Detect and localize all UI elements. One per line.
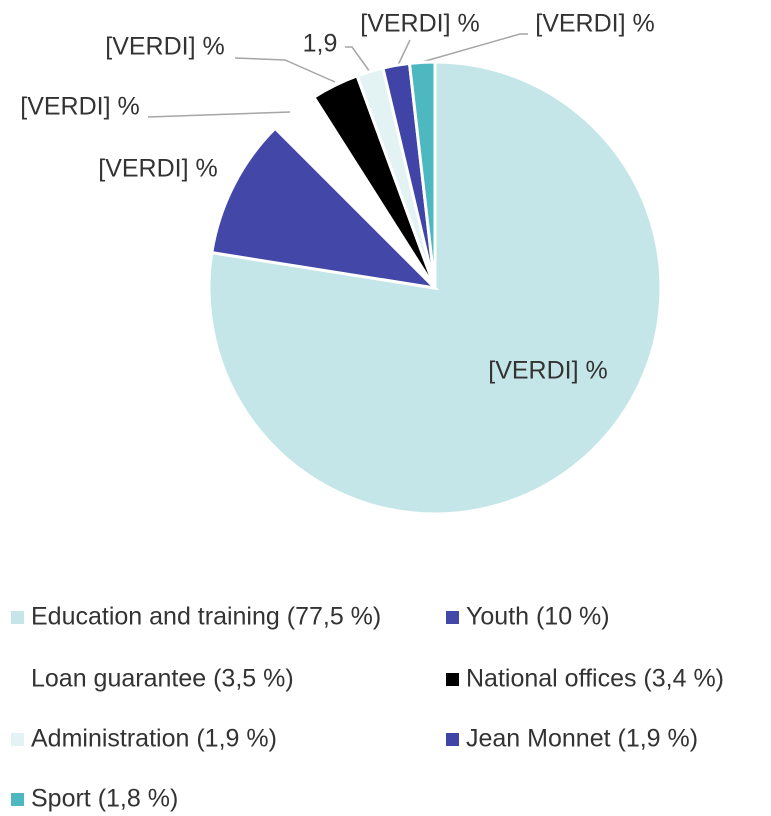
legend-label: Youth (10 %) [466, 603, 610, 631]
pie-slice [210, 126, 440, 291]
leader-line [397, 39, 411, 66]
pie-slice [207, 60, 663, 516]
data-label: [VERDI] % [98, 155, 217, 183]
legend-marker [11, 733, 24, 746]
data-label: [VERDI] % [105, 33, 224, 61]
data-label: 1,9 [303, 30, 338, 58]
legend-marker [446, 673, 459, 686]
legend-label: Education and training (77,5 %) [31, 603, 381, 631]
leader-line [147, 111, 291, 118]
legend-marker [446, 611, 459, 624]
legend-label: Administration (1,9 %) [31, 725, 277, 753]
leader-line [234, 57, 336, 83]
legend-marker [11, 611, 24, 624]
legend-label: National offices (3,4 %) [466, 665, 724, 693]
data-label: [VERDI] % [20, 93, 139, 121]
legend-marker [11, 793, 24, 806]
data-label: [VERDI] % [535, 10, 654, 38]
leader-line [421, 33, 528, 63]
data-label: [VERDI] % [360, 10, 479, 38]
legend-label: Jean Monnet (1,9 %) [466, 725, 698, 753]
pie-slice [407, 60, 437, 289]
leader-lines [147, 33, 528, 118]
legend-label: Sport (1,8 %) [31, 785, 178, 813]
legend-marker [446, 733, 459, 746]
legend-marker [11, 673, 24, 686]
data-label: [VERDI] % [488, 357, 607, 385]
legend-label: Loan guarantee (3,5 %) [31, 665, 294, 693]
leader-line [345, 46, 371, 73]
